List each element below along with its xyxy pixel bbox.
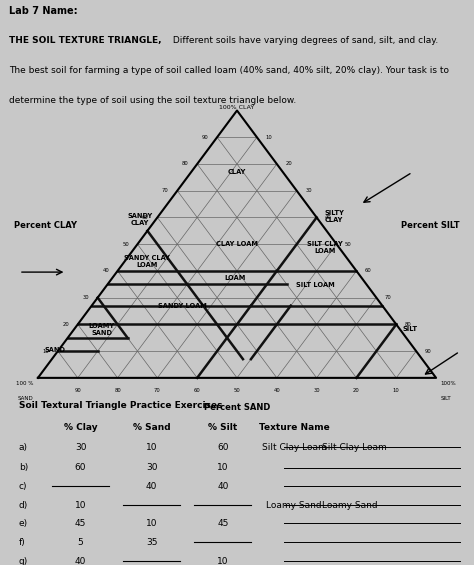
Text: 40: 40 bbox=[102, 268, 109, 273]
Text: 80: 80 bbox=[182, 162, 189, 167]
Text: CLAY: CLAY bbox=[228, 169, 246, 175]
Text: 40: 40 bbox=[75, 557, 86, 565]
Text: Texture Name: Texture Name bbox=[258, 423, 329, 432]
Text: Silt Clay Loam: Silt Clay Loam bbox=[322, 443, 387, 452]
Text: 30: 30 bbox=[82, 295, 89, 300]
Text: 90: 90 bbox=[74, 388, 81, 393]
Text: 10: 10 bbox=[75, 501, 86, 510]
Text: CLAY LOAM: CLAY LOAM bbox=[216, 241, 258, 247]
Text: 60: 60 bbox=[194, 388, 201, 393]
Text: 80: 80 bbox=[114, 388, 121, 393]
Text: 30: 30 bbox=[75, 443, 86, 452]
Text: d): d) bbox=[19, 501, 28, 510]
Text: e): e) bbox=[19, 519, 28, 528]
Text: SAND: SAND bbox=[44, 347, 65, 353]
Text: 90: 90 bbox=[202, 134, 209, 140]
Text: % Sand: % Sand bbox=[133, 423, 171, 432]
Text: 10: 10 bbox=[265, 134, 272, 140]
Text: 20: 20 bbox=[63, 322, 69, 327]
Text: 50: 50 bbox=[345, 242, 352, 247]
Text: 40: 40 bbox=[273, 388, 280, 393]
Text: SILT: SILT bbox=[441, 396, 451, 401]
Text: 40: 40 bbox=[325, 215, 332, 220]
Text: Silt Clay Loam: Silt Clay Loam bbox=[262, 443, 326, 452]
Text: Loamy Sand: Loamy Sand bbox=[322, 501, 378, 510]
Text: SILTY
CLAY: SILTY CLAY bbox=[324, 210, 344, 223]
Text: 100%: 100% bbox=[441, 381, 456, 386]
Text: 5: 5 bbox=[78, 538, 83, 547]
Text: SANDY CLAY
LOAM: SANDY CLAY LOAM bbox=[124, 255, 170, 268]
Text: LOAMY
SAND: LOAMY SAND bbox=[89, 323, 115, 336]
Text: Soil Textural Triangle Practice Exercises: Soil Textural Triangle Practice Exercise… bbox=[19, 401, 222, 410]
Text: 40: 40 bbox=[146, 482, 157, 491]
Text: 45: 45 bbox=[75, 519, 86, 528]
Text: b): b) bbox=[19, 463, 28, 472]
Text: 70: 70 bbox=[385, 295, 392, 300]
Text: c): c) bbox=[19, 482, 27, 491]
Text: 10: 10 bbox=[146, 443, 157, 452]
Text: 60: 60 bbox=[142, 215, 149, 220]
Text: SANDY LOAM: SANDY LOAM bbox=[158, 303, 207, 309]
Text: g): g) bbox=[19, 557, 28, 565]
Text: f): f) bbox=[19, 538, 26, 547]
Text: 30: 30 bbox=[305, 188, 312, 193]
Text: 90: 90 bbox=[425, 349, 431, 354]
Text: 50: 50 bbox=[234, 388, 240, 393]
Text: Different soils have varying degrees of sand, silt, and clay.: Different soils have varying degrees of … bbox=[170, 36, 438, 45]
Text: Percent SILT: Percent SILT bbox=[401, 220, 460, 229]
Text: The best soil for farming a type of soil called loam (40% sand, 40% silt, 20% cl: The best soil for farming a type of soil… bbox=[9, 66, 449, 75]
Text: SILT LOAM: SILT LOAM bbox=[296, 282, 335, 288]
Text: 30: 30 bbox=[313, 388, 320, 393]
Text: SANDY
CLAY: SANDY CLAY bbox=[127, 212, 153, 226]
Text: SILT CLAY
LOAM: SILT CLAY LOAM bbox=[307, 241, 343, 254]
Text: Percent SAND: Percent SAND bbox=[204, 403, 270, 412]
Text: 100% CLAY: 100% CLAY bbox=[219, 105, 255, 110]
Text: 10: 10 bbox=[217, 557, 228, 565]
Text: Loamy Sand: Loamy Sand bbox=[266, 501, 322, 510]
Text: 35: 35 bbox=[146, 538, 157, 547]
Text: 30: 30 bbox=[146, 463, 157, 472]
Text: 10: 10 bbox=[217, 463, 228, 472]
Text: 100 %: 100 % bbox=[16, 381, 33, 386]
Text: % Clay: % Clay bbox=[64, 423, 97, 432]
Text: % Silt: % Silt bbox=[208, 423, 237, 432]
Text: 20: 20 bbox=[353, 388, 360, 393]
Text: determine the type of soil using the soil texture triangle below.: determine the type of soil using the soi… bbox=[9, 96, 297, 105]
Text: Percent CLAY: Percent CLAY bbox=[14, 220, 77, 229]
Text: 10: 10 bbox=[43, 349, 49, 354]
Text: 50: 50 bbox=[122, 242, 129, 247]
Text: Lab 7 Name:: Lab 7 Name: bbox=[9, 6, 78, 16]
Text: 70: 70 bbox=[154, 388, 161, 393]
Text: THE SOIL TEXTURE TRIANGLE,: THE SOIL TEXTURE TRIANGLE, bbox=[9, 36, 162, 45]
Text: 10: 10 bbox=[146, 519, 157, 528]
Text: SILT: SILT bbox=[402, 327, 418, 332]
Text: 10: 10 bbox=[393, 388, 400, 393]
Text: 40: 40 bbox=[217, 482, 228, 491]
Text: 60: 60 bbox=[217, 443, 228, 452]
Text: 60: 60 bbox=[75, 463, 86, 472]
Text: 70: 70 bbox=[162, 188, 169, 193]
Text: LOAM: LOAM bbox=[224, 275, 246, 281]
Text: 60: 60 bbox=[365, 268, 372, 273]
Text: a): a) bbox=[19, 443, 28, 452]
Text: SAND: SAND bbox=[18, 396, 33, 401]
Text: 80: 80 bbox=[405, 322, 411, 327]
Text: 45: 45 bbox=[217, 519, 228, 528]
Text: 20: 20 bbox=[285, 162, 292, 167]
